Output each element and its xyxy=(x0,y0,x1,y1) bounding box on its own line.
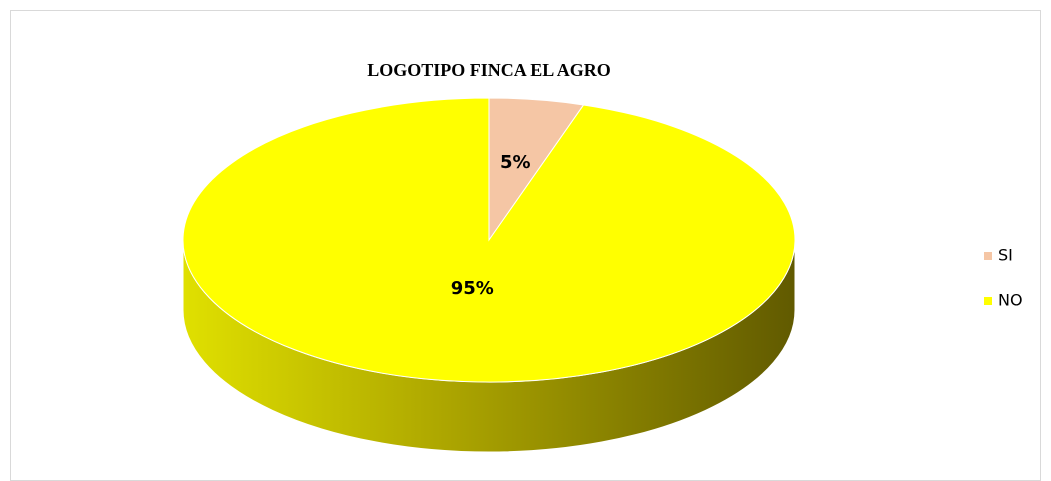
chart-title: LOGOTIPO FINCA EL AGRO xyxy=(367,60,611,80)
legend-swatch xyxy=(984,252,992,260)
pie-slice xyxy=(182,97,796,383)
legend-label: SI xyxy=(998,246,1013,265)
data-label: 5% xyxy=(500,152,531,173)
legend-swatch xyxy=(984,297,992,305)
legend-label: NO xyxy=(998,291,1023,310)
data-label: 95% xyxy=(451,278,494,299)
